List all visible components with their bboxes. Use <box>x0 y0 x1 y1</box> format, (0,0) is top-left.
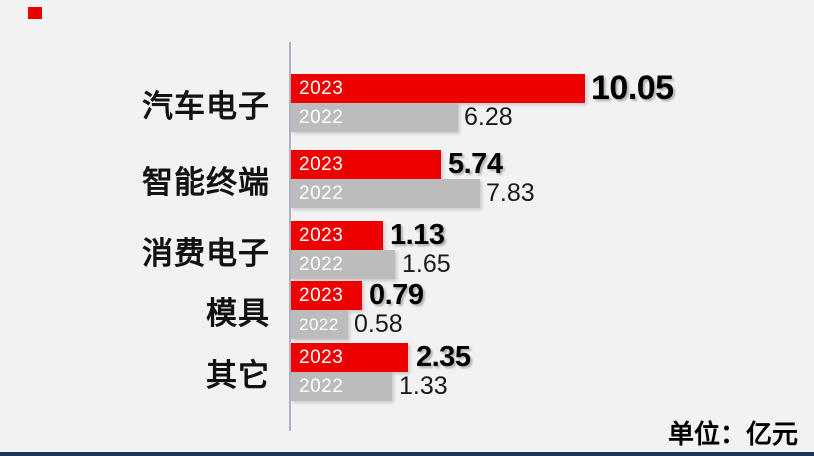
bar-2022: 2022 <box>291 179 480 208</box>
bar-year-label: 2023 <box>299 284 344 306</box>
unit-label: 单位：亿元 <box>667 419 798 449</box>
category-label: 消费电子 <box>142 235 270 271</box>
bar-group-smart-terminal: 智能终端 2023 2022 5.74 7.83 <box>0 148 814 208</box>
bar-2023: 2023 <box>291 281 362 310</box>
bar-pair: 2023 2022 0.79 0.58 <box>291 279 814 339</box>
value-label-2022: 1.65 <box>402 250 451 278</box>
bar-2023: 2023 <box>291 221 383 250</box>
bar-pair: 2023 2022 10.05 6.28 <box>291 69 814 132</box>
bar-group-others: 其它 2023 2022 2.35 1.33 <box>0 341 814 401</box>
bar-pair: 2023 2022 2.35 1.33 <box>291 341 814 401</box>
bar-group-molds: 模具 2023 2022 0.79 0.58 <box>0 279 814 339</box>
bar-pair: 2023 2022 1.13 1.65 <box>291 219 814 279</box>
brand-red-square-icon <box>28 7 42 19</box>
value-label-2022: 7.83 <box>486 179 535 207</box>
bar-2022: 2022 <box>291 310 348 339</box>
bar-2022: 2022 <box>291 372 392 401</box>
value-label-2022: 1.33 <box>399 372 448 400</box>
value-label-2022: 6.28 <box>464 103 513 131</box>
bar-pair: 2023 2022 5.74 7.83 <box>291 148 814 208</box>
value-label-2023: 10.05 <box>591 69 674 107</box>
bar-year-label: 2023 <box>299 153 344 175</box>
bar-year-label: 2022 <box>299 253 344 275</box>
bar-2023: 2023 <box>291 343 408 372</box>
bar-year-label: 2023 <box>299 224 344 246</box>
bar-2023: 2023 <box>291 74 585 103</box>
value-label-2023: 2.35 <box>416 341 471 373</box>
bar-2023: 2023 <box>291 150 441 179</box>
bar-year-label: 2022 <box>299 314 339 334</box>
bar-year-label: 2022 <box>299 182 344 204</box>
bar-group-automotive: 汽车电子 2023 2022 10.05 6.28 <box>0 69 814 132</box>
bar-year-label: 2023 <box>299 346 344 368</box>
category-axis-line <box>289 42 291 431</box>
category-label: 模具 <box>206 295 270 331</box>
bar-2022: 2022 <box>291 250 395 279</box>
value-label-2023: 5.74 <box>448 148 503 180</box>
bar-year-label: 2022 <box>299 375 344 397</box>
value-label-2022: 0.58 <box>354 310 403 338</box>
bottom-border-line <box>0 452 814 456</box>
bar-year-label: 2022 <box>299 106 344 128</box>
bar-year-label: 2023 <box>299 77 344 99</box>
bar-2022: 2022 <box>291 103 458 132</box>
value-label-2023: 0.79 <box>369 279 424 311</box>
category-label: 其它 <box>206 357 270 393</box>
value-label-2023: 1.13 <box>390 219 445 251</box>
category-label: 汽车电子 <box>142 88 270 124</box>
category-label: 智能终端 <box>142 164 270 200</box>
bar-group-consumer-electronics: 消费电子 2023 2022 1.13 1.65 <box>0 219 814 279</box>
